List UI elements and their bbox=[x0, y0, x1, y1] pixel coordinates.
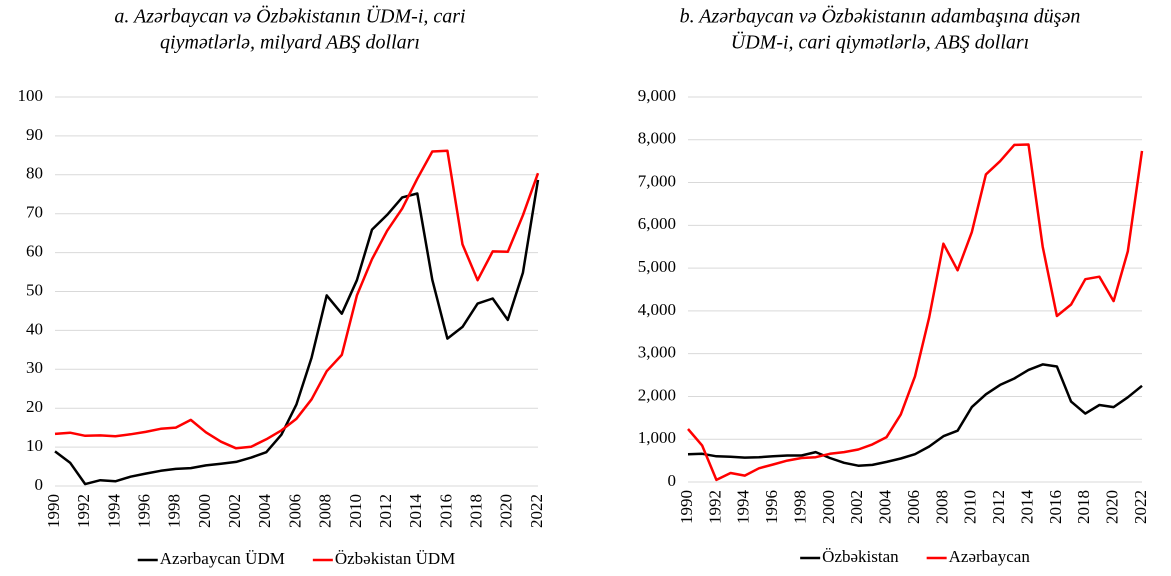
chart-title: a. Azərbaycan və Özbəkistanın ÜDM-i, car… bbox=[114, 5, 465, 28]
x-tick-label: 1994 bbox=[104, 494, 123, 529]
y-tick-label: 2,000 bbox=[638, 385, 676, 404]
x-tick-label: 2018 bbox=[467, 494, 486, 528]
x-tick-label: 2016 bbox=[1046, 490, 1065, 524]
y-tick-label: 4,000 bbox=[638, 300, 676, 319]
y-tick-label: 8,000 bbox=[638, 129, 676, 148]
x-tick-label: 1998 bbox=[165, 494, 184, 528]
x-tick-label: 2020 bbox=[1103, 490, 1122, 524]
x-tick-label: 2014 bbox=[1017, 490, 1036, 525]
data-line bbox=[687, 363, 1143, 467]
y-tick-label: 3,000 bbox=[638, 343, 676, 362]
x-tick-label: 2022 bbox=[1131, 490, 1150, 524]
x-tick-label: 2014 bbox=[406, 494, 425, 529]
y-tick-label: 70 bbox=[26, 203, 43, 222]
y-tick-label: 10 bbox=[26, 436, 43, 455]
x-tick-label: 2010 bbox=[961, 490, 980, 524]
y-tick-label: 9,000 bbox=[638, 86, 676, 105]
x-tick-label: 2008 bbox=[316, 494, 335, 528]
x-tick-label: 2006 bbox=[904, 490, 923, 524]
y-tick-label: 7,000 bbox=[638, 171, 676, 190]
y-tick-label: 80 bbox=[26, 164, 43, 183]
y-tick-label: 30 bbox=[26, 358, 43, 377]
y-tick-label: 1,000 bbox=[638, 428, 676, 447]
x-tick-label: 1996 bbox=[134, 494, 153, 528]
y-tick-label: 90 bbox=[26, 125, 43, 144]
x-tick-label: 2002 bbox=[225, 494, 244, 528]
y-tick-label: 6,000 bbox=[638, 214, 676, 233]
x-tick-label: 2004 bbox=[255, 494, 274, 529]
x-tick-label: 2020 bbox=[497, 494, 516, 528]
y-tick-label: 20 bbox=[26, 397, 43, 416]
x-tick-label: 2002 bbox=[847, 490, 866, 524]
x-tick-label: 1994 bbox=[734, 490, 753, 525]
x-tick-label: 2016 bbox=[436, 494, 455, 528]
x-tick-label: 2008 bbox=[932, 490, 951, 524]
legend-label: Özbəkistan ÜDM bbox=[335, 549, 455, 568]
data-line bbox=[54, 179, 540, 486]
chart-title: ÜDM-i, cari qiymətlərlə, ABŞ dolları bbox=[731, 31, 1029, 54]
x-tick-label: 2022 bbox=[527, 494, 546, 528]
legend-label: Azərbaycan bbox=[949, 547, 1031, 566]
y-tick-label: 0 bbox=[35, 475, 44, 494]
data-line bbox=[687, 143, 1144, 482]
y-tick-label: 0 bbox=[668, 471, 677, 490]
y-tick-label: 50 bbox=[26, 280, 43, 299]
x-tick-label: 2004 bbox=[876, 490, 895, 525]
x-tick-label: 2006 bbox=[285, 494, 304, 528]
y-tick-label: 100 bbox=[18, 86, 44, 105]
x-tick-label: 1998 bbox=[790, 490, 809, 524]
x-tick-label: 1990 bbox=[677, 490, 696, 524]
chart-title: qiymətlərlə, milyard ABŞ dolları bbox=[160, 32, 420, 54]
y-tick-label: 60 bbox=[26, 242, 43, 261]
x-tick-label: 2012 bbox=[376, 494, 395, 528]
x-tick-label: 1992 bbox=[74, 494, 93, 528]
x-tick-label: 1992 bbox=[705, 490, 724, 524]
chart-title: b. Azərbaycan və Özbəkistanın adambaşına… bbox=[680, 5, 1081, 28]
data-line bbox=[54, 149, 540, 450]
y-tick-label: 40 bbox=[26, 319, 43, 338]
x-tick-label: 1990 bbox=[44, 494, 63, 528]
x-tick-label: 2000 bbox=[819, 490, 838, 524]
x-tick-label: 1996 bbox=[762, 490, 781, 524]
y-tick-label: 5,000 bbox=[638, 257, 676, 276]
x-tick-label: 2012 bbox=[989, 490, 1008, 524]
x-tick-label: 2010 bbox=[346, 494, 365, 528]
x-tick-label: 2000 bbox=[195, 494, 214, 528]
legend-label: Azərbaycan ÜDM bbox=[160, 549, 285, 568]
legend-label: Özbəkistan bbox=[822, 547, 899, 566]
x-tick-label: 2018 bbox=[1074, 490, 1093, 524]
